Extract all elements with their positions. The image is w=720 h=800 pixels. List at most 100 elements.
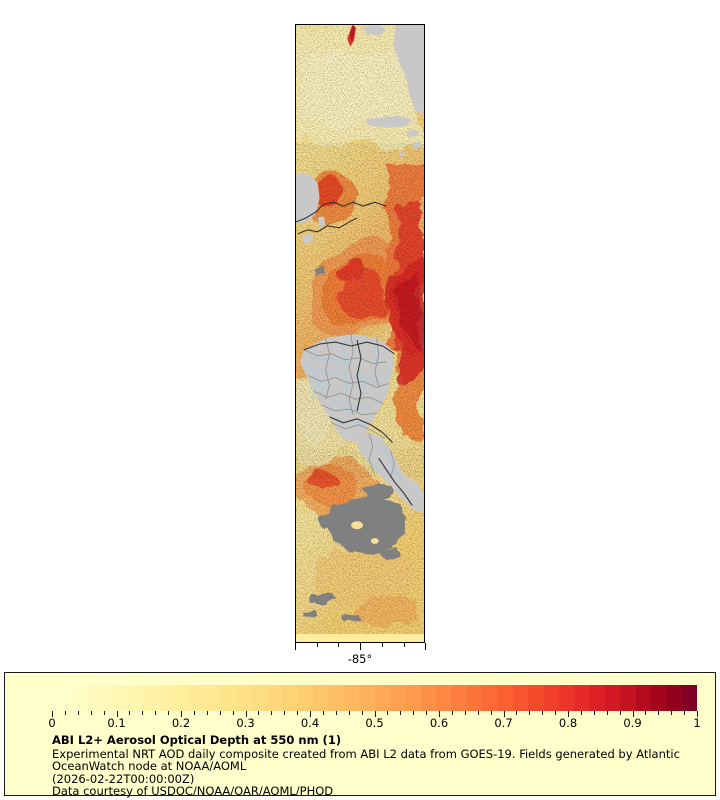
colorbar-swatch-28 <box>482 685 498 711</box>
colorbar-tick-minor <box>232 711 234 715</box>
x-tick-minor <box>317 643 318 647</box>
y-axis-label-15: 15° <box>0 333 1 353</box>
colorbar-swatch-24 <box>420 685 436 711</box>
colorbar-tick-label: 0.1 <box>107 716 126 730</box>
colorbar-tick-minor <box>490 711 492 715</box>
colorbar-tick-minor <box>606 711 608 715</box>
colorbar-tick-label: 0.2 <box>171 716 191 730</box>
colorbar-swatch-9 <box>190 685 206 711</box>
colorbar-tick-major <box>116 711 118 717</box>
colorbar-swatch-20 <box>359 685 375 711</box>
colorbar-tick-major <box>697 711 698 717</box>
colorbar-swatch-36 <box>604 685 621 711</box>
legend-caption-line-4: Data courtesy of USDOC/NOAA/OAR/AOML/PHO… <box>52 784 334 799</box>
colorbar-tick-minor <box>542 711 544 715</box>
x-tick-minor <box>382 643 383 647</box>
country-borders-layer <box>296 201 413 506</box>
colorbar-tick-minor <box>348 711 350 715</box>
x-tick-major <box>425 643 426 650</box>
colorbar-tick-minor <box>64 711 66 715</box>
colorbar-swatch-7 <box>159 685 175 711</box>
colorbar-tick-minor <box>400 711 402 715</box>
y-axis-label-0: 0° <box>0 643 1 656</box>
colorbar-swatch-27 <box>466 685 483 711</box>
y-axis-label-25: 25° <box>0 127 1 147</box>
colorbar-tick-label: 0.3 <box>236 716 255 730</box>
colorbar-tick-major <box>568 711 569 717</box>
colorbar-swatch-39 <box>651 685 667 711</box>
colorbar-tick-minor <box>555 711 557 715</box>
colorbar-swatch-16 <box>297 685 314 711</box>
colorbar-tick-minor <box>580 711 582 715</box>
y-axis-label-30: 30° <box>0 24 1 44</box>
colorbar-tick-minor <box>193 711 195 715</box>
colorbar[interactable] <box>52 685 698 711</box>
colorbar-tick-minor <box>155 711 157 715</box>
x-axis-label: -85° <box>347 652 373 666</box>
colorbar-tick-label: 0.5 <box>365 716 384 730</box>
legend-caption-line-3: (2026-02-22T00:00:00Z) <box>52 771 195 786</box>
colorbar-swatch-25 <box>435 685 452 711</box>
aod-raster-layer <box>296 25 424 635</box>
rivers-layer <box>305 339 403 481</box>
colorbar-swatch-41 <box>681 685 698 711</box>
colorbar-tick-minor <box>322 711 324 715</box>
colorbar-tick-minor <box>477 711 479 715</box>
colorbar-swatch-18 <box>328 685 344 711</box>
colorbar-tick-label: 0 <box>48 716 56 730</box>
colorbar-swatch-12 <box>236 685 252 711</box>
legend-caption-line-2: OceanWatch node at NOAA/AOML <box>52 759 247 774</box>
colorbar-tick-minor <box>258 711 260 715</box>
colorbar-tick-minor <box>387 711 389 715</box>
colorbar-swatch-21 <box>374 685 390 711</box>
colorbar-swatch-10 <box>205 685 221 711</box>
y-axis-label-10: 10° <box>0 437 1 457</box>
colorbar-tick-major <box>52 711 53 717</box>
colorbar-ticks <box>52 711 698 717</box>
nodata-mask <box>301 267 407 622</box>
x-tick-major <box>360 643 361 650</box>
colorbar-tick-minor <box>426 711 428 715</box>
colorbar-tick-label: 0.6 <box>429 716 449 730</box>
x-tick-major <box>295 643 296 650</box>
colorbar-swatch-15 <box>282 685 298 711</box>
map-figure: 30° 25° 20° 15° 10° 5° 0° -85° <box>0 0 426 670</box>
colorbar-tick-major <box>439 711 440 717</box>
colorbar-tick-minor <box>671 711 673 715</box>
colorbar-tick-minor <box>413 711 415 715</box>
colorbar-swatch-13 <box>251 685 268 711</box>
y-axis-label-20: 20° <box>0 230 1 250</box>
colorbar-gradient <box>52 685 698 711</box>
colorbar-tick-label: 1 <box>693 716 701 730</box>
colorbar-tick-minor <box>684 711 686 715</box>
borders-layer <box>303 334 395 479</box>
colorbar-tick-minor <box>77 711 79 715</box>
colorbar-tick-minor <box>451 711 453 715</box>
y-axis-label-5: 5° <box>0 540 1 553</box>
colorbar-tick-minor <box>90 711 92 715</box>
colorbar-tick-minor <box>464 711 466 715</box>
map-plot-area[interactable] <box>295 24 425 643</box>
y-axis: 30° 25° 20° 15° 10° 5° 0° <box>0 0 295 670</box>
colorbar-swatch-30 <box>512 685 529 711</box>
x-tick-minor <box>338 643 339 647</box>
colorbar-swatch-38 <box>635 685 652 711</box>
colorbar-swatch-5 <box>128 685 145 711</box>
colorbar-tick-major <box>245 711 247 717</box>
colorbar-tick-minor <box>516 711 518 715</box>
colorbar-swatch-1 <box>67 685 83 711</box>
colorbar-swatch-22 <box>389 685 406 711</box>
colorbar-swatch-6 <box>144 685 160 711</box>
colorbar-tick-minor <box>529 711 531 715</box>
colorbar-swatch-8 <box>174 685 191 711</box>
colorbar-swatch-19 <box>343 685 360 711</box>
colorbar-swatch-4 <box>113 685 129 711</box>
colorbar-tick-minor <box>271 711 273 715</box>
colorbar-tick-minor <box>297 711 299 715</box>
colorbar-tick-major <box>503 711 505 717</box>
colorbar-tick-minor <box>658 711 660 715</box>
colorbar-swatch-17 <box>313 685 329 711</box>
colorbar-swatch-26 <box>451 685 467 711</box>
colorbar-tick-minor <box>619 711 621 715</box>
colorbar-tick-major <box>374 711 376 717</box>
